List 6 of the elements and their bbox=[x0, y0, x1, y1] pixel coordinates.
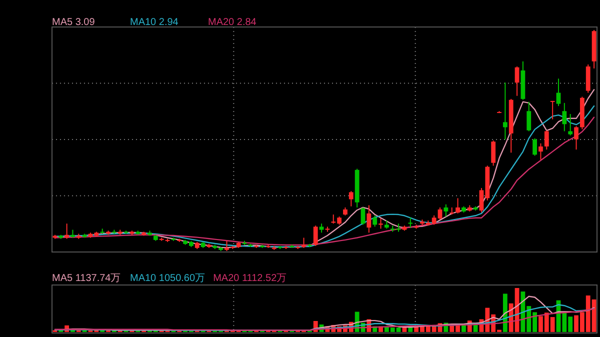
text: MA20 2.84 bbox=[208, 17, 257, 28]
text: MA10 2.94 bbox=[130, 17, 179, 28]
text: MA5 3.09 bbox=[52, 17, 96, 28]
text: MA20 1112.52万 bbox=[213, 273, 287, 284]
text: MA5 1137.74万 bbox=[52, 273, 121, 284]
text: MA10 1050.60万 bbox=[130, 273, 206, 284]
